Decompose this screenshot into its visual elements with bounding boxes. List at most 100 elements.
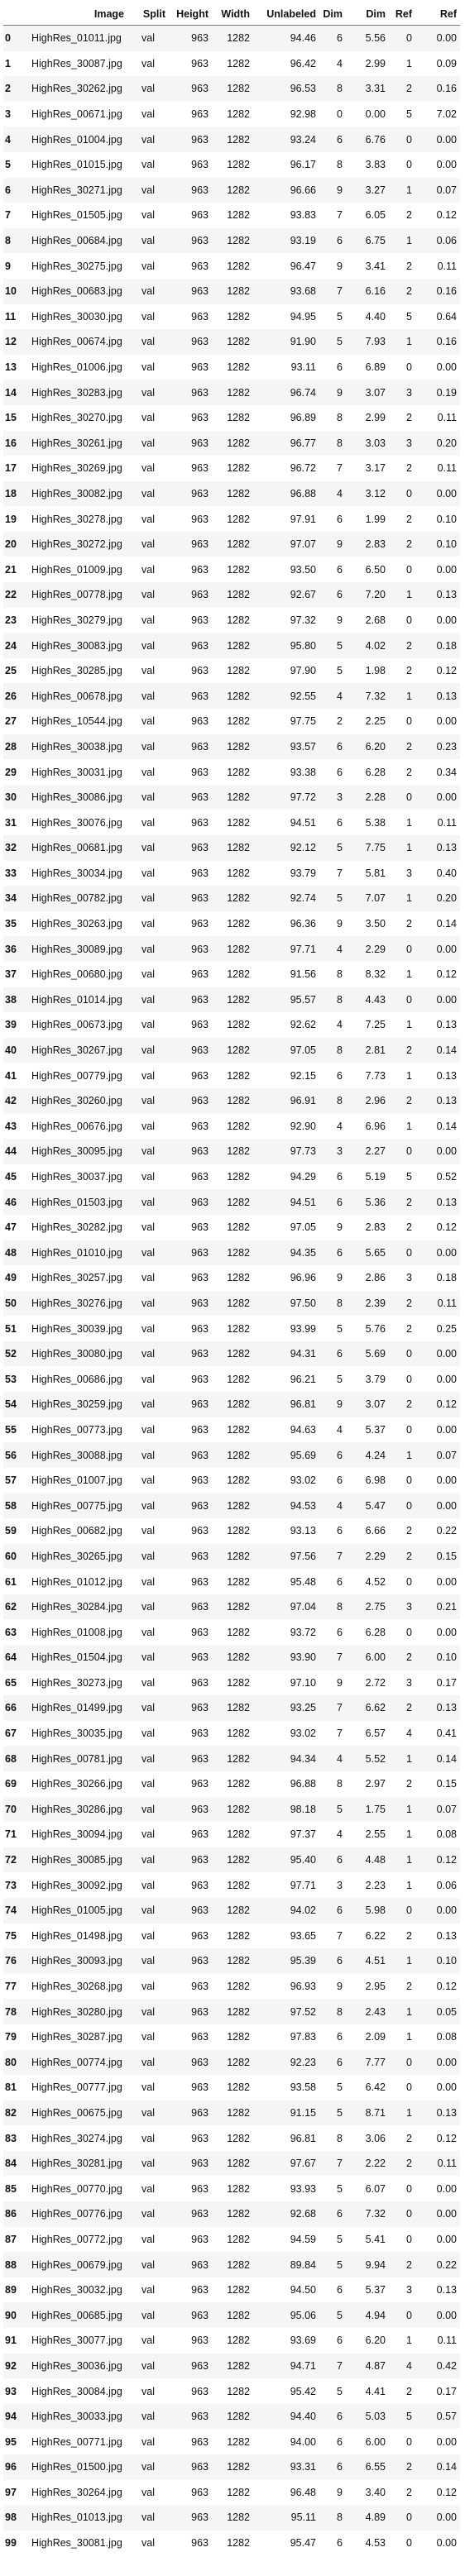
cell-split: val: [127, 1341, 169, 1367]
cell-ref-pct: 0.13: [415, 683, 460, 710]
cell-unlabeled: 95.11: [253, 2505, 319, 2531]
cell-split: val: [127, 1442, 169, 1468]
cell-dim-count: 4: [337, 1120, 343, 1132]
cell-ref-pct: 0.14: [436, 1120, 457, 1132]
cell-width: 1282: [212, 480, 253, 507]
cell-ref-pct: 0.52: [436, 1171, 457, 1183]
cell-image: HighRes_01503.jpg: [28, 1189, 127, 1215]
cell-width: 1282: [227, 1171, 250, 1183]
table-row: 13 HighRes_01006.jpg val 963 1282 93.11 6 6.89 0…: [3, 355, 460, 380]
cell-unlabeled: 92.15: [290, 1069, 316, 1082]
cell-dim-pct: 2.72: [365, 1676, 386, 1689]
row-index: 21: [5, 563, 17, 576]
cell-dim-pct: 4.41: [365, 2385, 386, 2397]
table-row: 37 HighRes_00680.jpg val 963 1282 91.56 8 8.32 1…: [3, 962, 460, 987]
cell-height: 963: [191, 1778, 209, 1790]
cell-height: 963: [191, 209, 209, 222]
cell-image: HighRes_30263.jpg: [31, 918, 122, 930]
cell-image: HighRes_01005.jpg: [28, 1897, 127, 1924]
row-index: 47: [5, 1221, 17, 1234]
cell-dim-count: 6: [337, 1626, 343, 1638]
cell-dim-count: 9: [337, 1676, 343, 1689]
cell-unlabeled: 93.31: [253, 2454, 319, 2480]
cell-ref-pct: 0.13: [436, 1069, 457, 1082]
cell-dim-count: 5: [337, 1322, 343, 1335]
cell-ref-pct: 0.06: [436, 1879, 457, 1891]
table-row: 96 HighRes_01500.jpg val 963 1282 93.31 6 6.55 2…: [3, 2454, 460, 2480]
cell-dim-count: 7: [319, 1645, 346, 1670]
cell-height: 963: [191, 260, 209, 272]
cell-dim-count: 7: [337, 1929, 343, 1942]
table-row: 21 HighRes_01009.jpg val 963 1282 93.50 6 6.50 0…: [3, 557, 460, 582]
cell-height: 963: [169, 430, 212, 456]
cell-image: HighRes_01505.jpg: [31, 209, 122, 222]
cell-ref-pct: 0.13: [415, 835, 460, 861]
row-index: 45: [5, 1171, 17, 1183]
cell-dim-count: 4: [319, 480, 346, 507]
cell-height: 963: [169, 1037, 212, 1063]
cell-ref-pct: 0.17: [436, 2385, 457, 2397]
table-row: 50 HighRes_30276.jpg val 963 1282 97.50 8 2.39 2…: [3, 1290, 460, 1317]
cell-ref-pct: 0.11: [415, 2150, 460, 2177]
cell-ref-pct: 0.21: [415, 1594, 460, 1620]
cell-dim-pct: 2.95: [365, 1981, 386, 1993]
cell-dim-count: 5: [319, 633, 346, 658]
cell-unlabeled: 96.66: [253, 177, 319, 203]
cell-dim-pct: 3.03: [346, 430, 389, 456]
cell-width: 1282: [227, 1221, 250, 1234]
cell-image: HighRes_01500.jpg: [28, 2454, 127, 2480]
cell-split: val: [127, 1897, 169, 1924]
cell-split: val: [141, 1069, 155, 1082]
cell-height: 963: [191, 513, 209, 525]
cell-dim-pct: 7.32: [346, 683, 389, 710]
cell-ref-count: 3: [406, 867, 412, 879]
table-row: 26 HighRes_00678.jpg val 963 1282 92.55 4 7.32 1…: [3, 683, 460, 710]
cell-dim-pct: 6.57: [365, 1728, 386, 1740]
cell-ref-count: 2: [389, 2150, 415, 2177]
cell-split: val: [141, 1879, 155, 1891]
cell-height: 963: [169, 2150, 212, 2177]
cell-unlabeled: 91.56: [290, 968, 316, 981]
cell-ref-count: 3: [406, 2284, 412, 2296]
cell-unlabeled: 96.96: [290, 1272, 316, 1284]
cell-split: val: [127, 2302, 169, 2329]
row-index: 63: [5, 1626, 17, 1638]
cell-ref-count: 2: [389, 1037, 415, 1063]
cell-dim-pct: 4.48: [346, 1847, 389, 1873]
cell-dim-pct: 3.07: [346, 1392, 389, 1417]
cell-ref-pct: 0.05: [415, 1999, 460, 2024]
cell-height: 963: [169, 987, 212, 1013]
cell-dim-count: 6: [337, 361, 343, 374]
cell-unlabeled: 96.74: [253, 380, 319, 405]
cell-ref-pct: 0.10: [415, 1948, 460, 1974]
cell-unlabeled: 93.38: [290, 766, 316, 778]
cell-dim-count: 8: [337, 2132, 343, 2144]
cell-image: HighRes_01004.jpg: [28, 127, 127, 152]
cell-split: val: [141, 2284, 155, 2296]
cell-dim-pct: 7.75: [346, 835, 389, 861]
cell-ref-pct: 0.11: [415, 1290, 460, 1317]
cell-width: 1282: [212, 734, 253, 760]
table-row: 89 HighRes_30032.jpg val 963 1282 94.50 6 5.37 3…: [3, 2277, 460, 2303]
cell-height: 963: [191, 2132, 209, 2144]
table-row: 97 HighRes_30264.jpg val 963 1282 96.48 9 3.40 2…: [3, 2480, 460, 2506]
cell-dim-count: 5: [319, 2302, 346, 2329]
cell-split: val: [141, 918, 155, 930]
cell-ref-count: 2: [389, 1543, 415, 1570]
cell-dim-count: 5: [337, 665, 343, 677]
cell-image: HighRes_30088.jpg: [28, 1442, 127, 1468]
cell-width: 1282: [212, 1139, 253, 1164]
cell-split: val: [127, 1847, 169, 1873]
table-row: 16 HighRes_30261.jpg val 963 1282 96.77 8 3.03 3…: [3, 430, 460, 456]
cell-width: 1282: [227, 310, 250, 323]
cell-dim-pct: 3.07: [346, 380, 389, 405]
cell-ref-count: 0: [389, 25, 415, 51]
cell-height: 963: [169, 1341, 212, 1367]
cell-height: 963: [169, 1695, 212, 1721]
cell-dim-pct: 6.28: [365, 1626, 386, 1638]
cell-split: val: [127, 1999, 169, 2024]
cell-split: val: [141, 968, 155, 981]
cell-ref-pct: 0.00: [436, 1575, 457, 1588]
cell-split: val: [127, 683, 169, 710]
